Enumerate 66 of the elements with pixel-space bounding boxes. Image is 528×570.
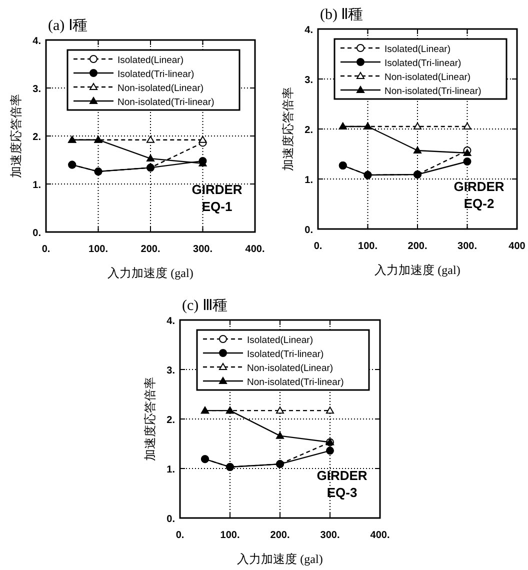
legend-label: Non-isolated(Linear) [247, 363, 334, 374]
y-tick-label: 3. [166, 366, 176, 376]
x-axis-title: 入力加速度 (gal) [374, 263, 460, 277]
point [463, 158, 472, 166]
x-tick-label: 100. [220, 530, 240, 541]
point [414, 122, 422, 130]
y-tick-label: 1. [32, 180, 42, 191]
x-tick-label: 400. [370, 530, 390, 541]
chart-title: (c) Ⅲ種 [182, 298, 228, 314]
x-tick-label: 200. [140, 244, 160, 255]
point [276, 432, 284, 439]
legend-label: Isolated(Tri-linear) [118, 69, 194, 80]
x-tick-label: 400. [245, 244, 265, 255]
y-tick-label: 1. [166, 464, 176, 476]
point [198, 136, 207, 143]
y-tick-label: 4. [32, 36, 42, 47]
x-tick-label: 300. [320, 530, 340, 541]
y-tick-label: 4. [304, 25, 314, 36]
annotation: GIRDER EQ-1 [192, 182, 243, 214]
point [146, 154, 154, 162]
point [414, 146, 422, 154]
legend-label: Non-isolated(Linear) [118, 83, 204, 94]
annotation: GIRDER EQ-3 [316, 468, 368, 500]
x-tick-label: 100. [358, 241, 378, 252]
x-axis-title: 入力加速度 (gal) [108, 266, 194, 280]
y-tick-label: 4. [166, 316, 176, 327]
point [326, 446, 334, 455]
y-tick-label: 0. [32, 228, 42, 239]
point [463, 122, 472, 130]
legend-label: Isolated(Linear) [384, 44, 451, 55]
x-tick-label: 200. [270, 530, 290, 541]
legend-label: Non-isolated(Tri-linear) [384, 86, 482, 97]
x-tick-label: 0. [176, 530, 184, 541]
x-axis-title: 入力加速度 (gal) [237, 552, 323, 566]
x-tick-label: 100. [88, 244, 108, 255]
legend-label: Isolated(Linear) [247, 335, 314, 346]
chart-title: (b) Ⅱ種 [320, 7, 364, 23]
x-tick-label: 300. [193, 244, 213, 255]
x-tick-label: 400 [508, 241, 526, 252]
point [326, 406, 334, 414]
x-tick-label: 0. [42, 244, 50, 255]
chart-title: (a) Ⅰ種 [48, 18, 88, 34]
point [463, 149, 472, 156]
legend-label: Non-isolated(Tri-linear) [247, 377, 344, 388]
y-axis-title: 加速度応答倍率 [281, 87, 295, 171]
legend-label: Isolated(Tri-linear) [384, 58, 462, 69]
legend-label: Isolated(Tri-linear) [247, 349, 324, 360]
y-tick-label: 2. [32, 132, 42, 143]
y-tick-label: 0. [304, 225, 314, 236]
y-tick-label: 1. [304, 175, 314, 186]
x-tick-label: 0. [314, 241, 322, 252]
y-tick-label: 2. [166, 415, 176, 426]
x-tick-label: 300. [458, 241, 478, 252]
legend-label: Isolated(Linear) [118, 55, 184, 66]
annotation: GIRDER EQ-2 [454, 179, 505, 211]
y-tick-label: 0. [166, 514, 176, 525]
legend-label: Non-isolated(Tri-linear) [118, 97, 214, 108]
point [146, 136, 154, 143]
y-axis-title: 加速度応答倍率 [9, 94, 23, 178]
legend-label: Non-isolated(Linear) [384, 72, 471, 83]
y-tick-label: 3. [32, 84, 42, 95]
y-axis-title: 加速度応答倍率 [143, 377, 157, 461]
x-tick-label: 200. [408, 241, 428, 252]
y-tick-label: 3. [304, 75, 314, 86]
y-tick-label: 2. [304, 125, 314, 136]
point [276, 406, 284, 414]
